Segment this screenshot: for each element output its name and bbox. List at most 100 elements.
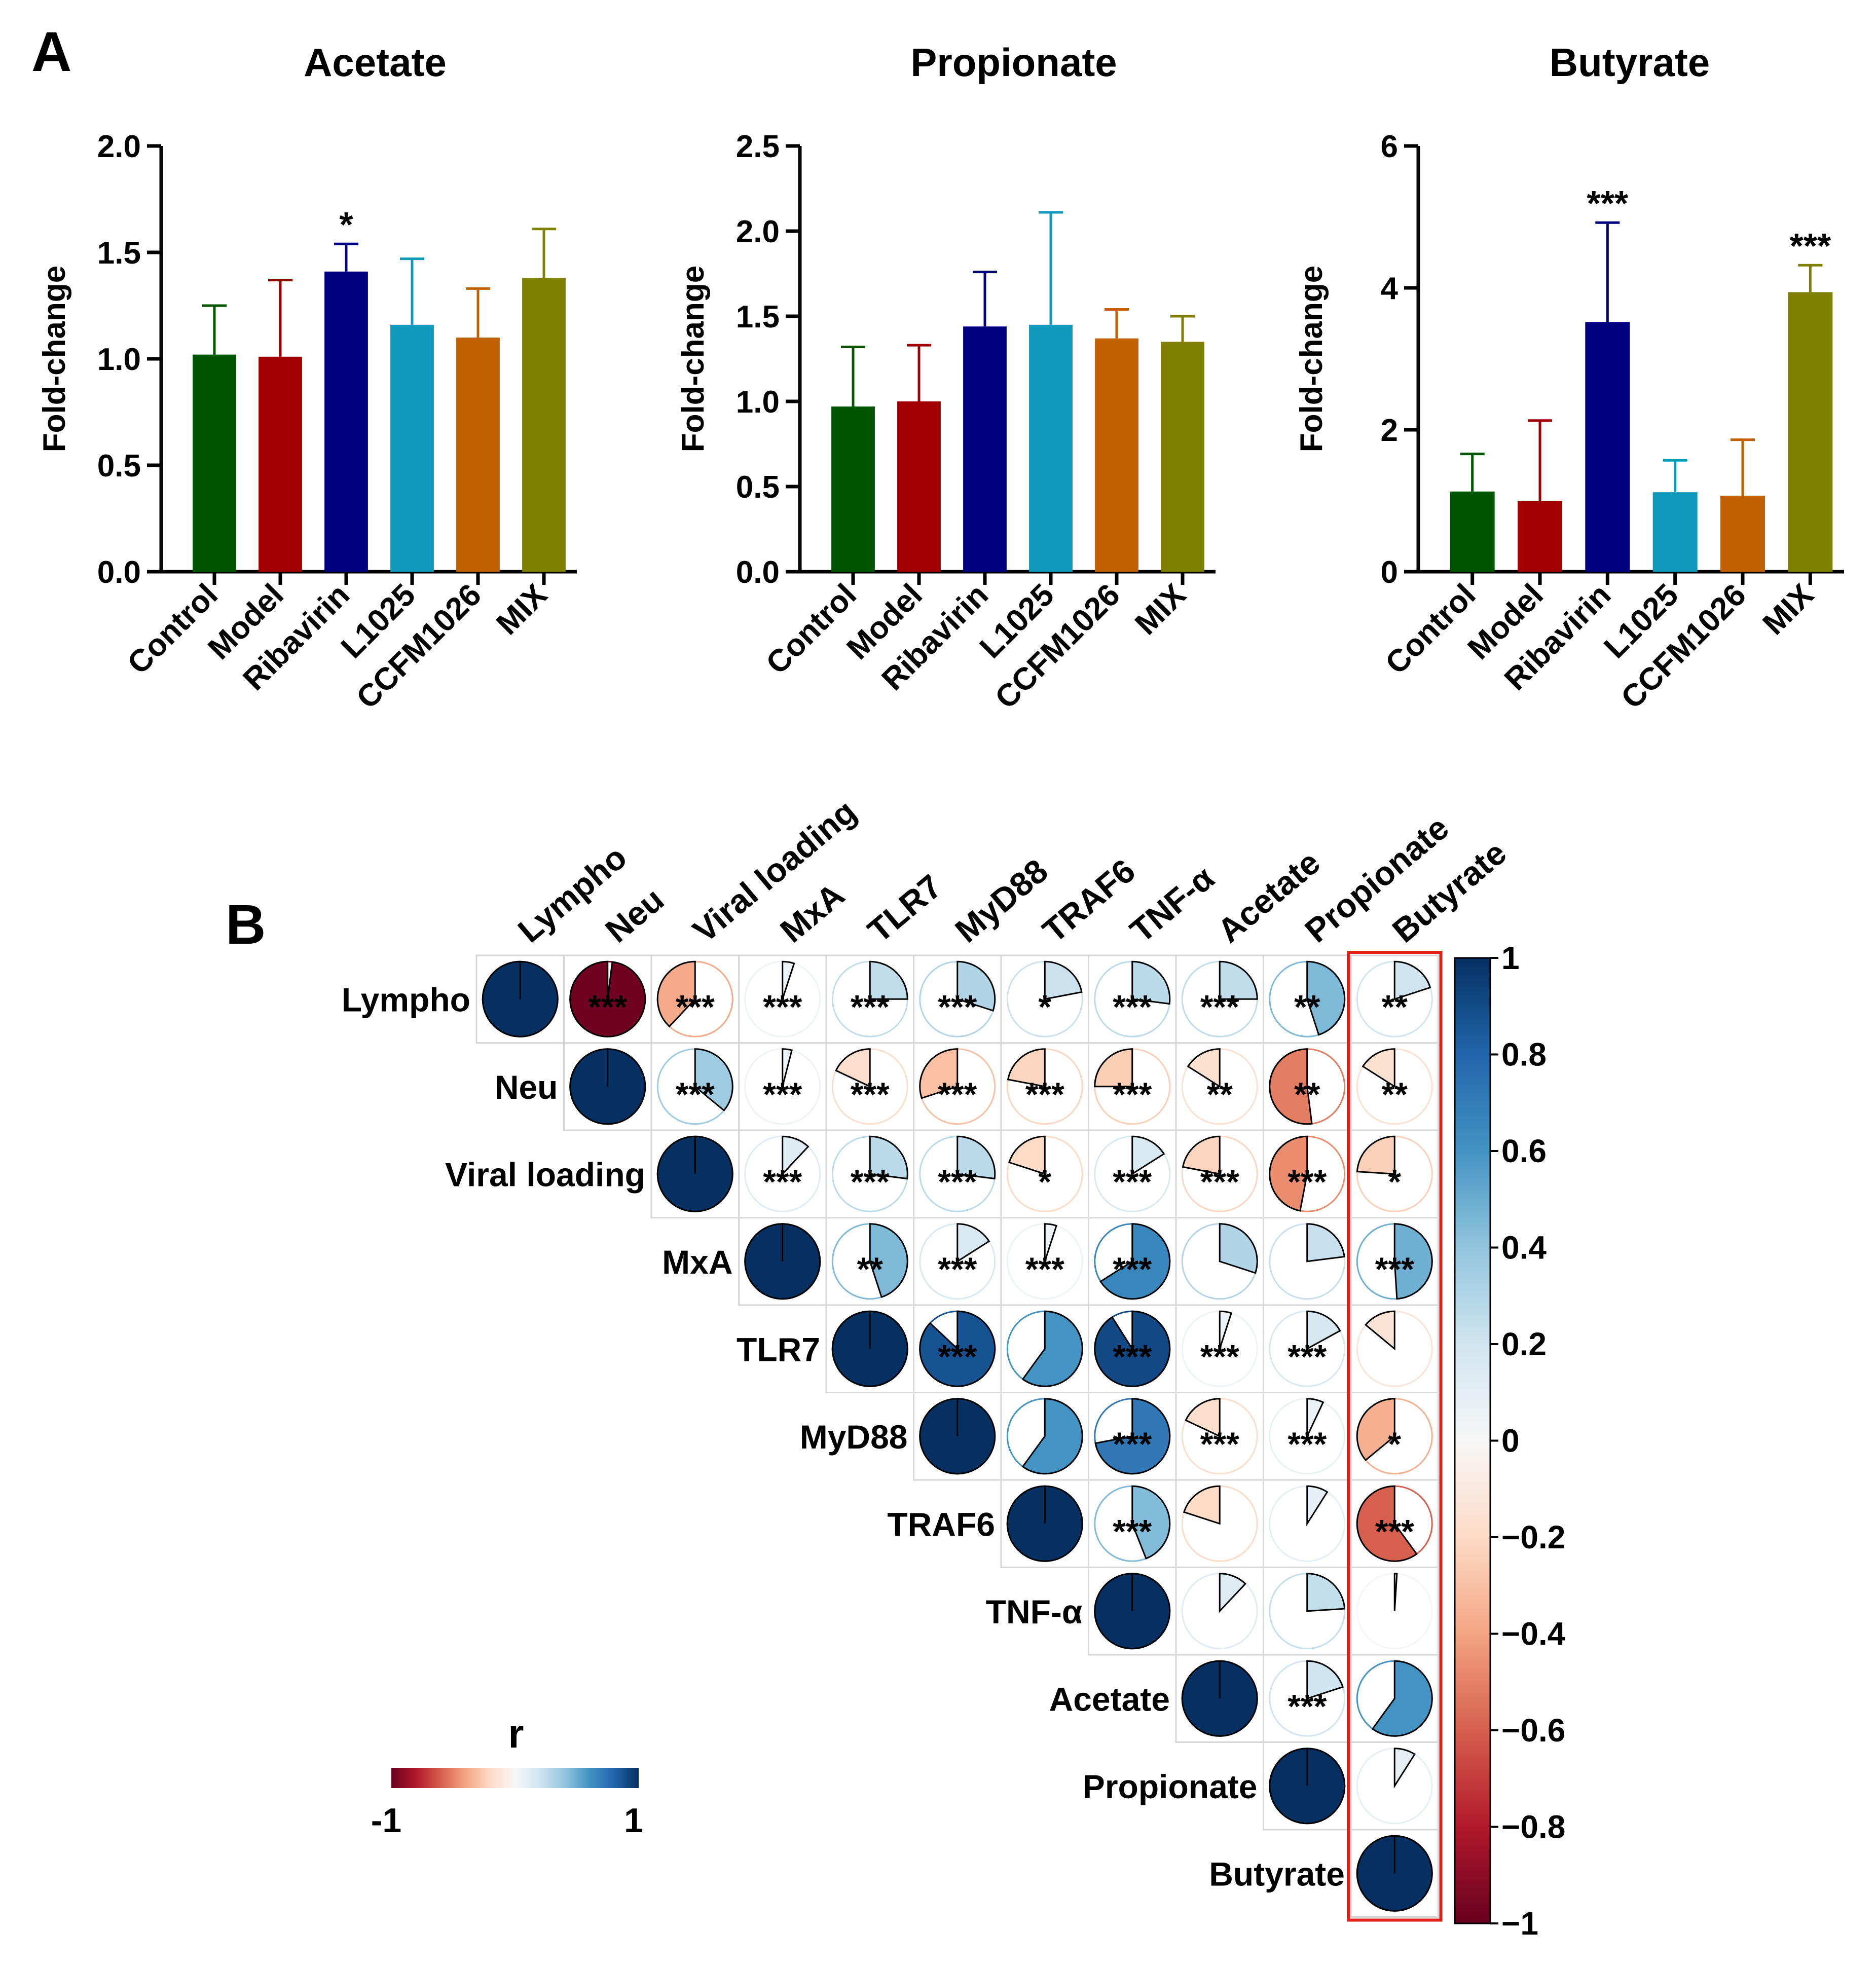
corr-cell: ***	[913, 1304, 1002, 1393]
bar-mix	[522, 278, 566, 572]
column-label: Neu	[598, 880, 671, 950]
bar-l1025	[390, 324, 434, 572]
bar-ribavirin	[1585, 322, 1630, 572]
y-tick-label: 2.0	[736, 214, 780, 249]
y-tick-label: 2	[1381, 413, 1398, 448]
corr-pie-wedge	[1356, 1135, 1395, 1175]
corr-pie-wedge	[1219, 1310, 1233, 1349]
corr-pie-wedge	[1306, 1398, 1325, 1437]
corr-pie-wedge	[1219, 960, 1258, 1000]
y-tick-label: 0.5	[736, 470, 780, 505]
y-tick-label: 1.0	[97, 342, 141, 377]
corr-pie-wedge	[835, 1048, 871, 1088]
significance-mark: ***	[1288, 1425, 1327, 1463]
corr-cell: *	[1000, 1129, 1089, 1218]
bar-control	[831, 406, 875, 572]
x-tick-label: Control	[1379, 577, 1483, 681]
row-label: TLR7	[737, 1330, 820, 1368]
significance-mark: **	[1207, 1075, 1233, 1113]
bar-mix	[1161, 342, 1204, 572]
corr-cell	[1263, 1479, 1352, 1568]
corr-pie-wedge	[1306, 1223, 1345, 1263]
corr-pie-wedge	[1131, 1135, 1165, 1175]
significance-mark: ***	[763, 1163, 802, 1200]
corr-cell: ***	[738, 1129, 827, 1218]
corr-pie-wedge	[1362, 1048, 1395, 1088]
significance-mark: **	[1294, 1075, 1320, 1113]
corr-pie-wedge	[782, 1048, 793, 1087]
corr-pie-wedge	[1044, 960, 1083, 1000]
y-tick-label: 0.0	[97, 555, 141, 590]
x-tick-label: MIX	[1756, 577, 1820, 642]
corr-pie-wedge	[1044, 1223, 1058, 1262]
r-legend: r -1 1	[371, 1711, 643, 1840]
significance-mark: **	[857, 1250, 884, 1288]
significance-mark: ***	[1113, 1512, 1152, 1550]
corr-pie-wedge	[1306, 960, 1346, 1036]
corr-pie-wedge	[656, 960, 696, 1028]
corr-cell: ***	[1000, 1217, 1089, 1306]
y-axis-label: Fold-change	[1294, 266, 1329, 453]
significance-mark: ***	[1375, 1250, 1414, 1288]
corr-pie-wedge	[1094, 1310, 1171, 1387]
corr-cell: ***	[1088, 1304, 1177, 1393]
significance-mark: ***	[1375, 1512, 1414, 1550]
row-label: MyD88	[800, 1418, 908, 1456]
corr-pie-wedge	[1094, 1048, 1133, 1088]
significance-mark: *	[1388, 1163, 1401, 1200]
corr-cell: ***	[1088, 1479, 1177, 1568]
corr-cell: ***	[738, 1042, 827, 1131]
y-tick-label: 0.5	[97, 449, 141, 484]
significance-mark: ***	[1200, 1425, 1239, 1463]
r-legend-gradient	[391, 1768, 639, 1788]
corr-cell: *	[1350, 1129, 1439, 1218]
corr-cell	[475, 954, 565, 1044]
corr-cell: ***	[738, 954, 827, 1044]
corr-cell: ***	[1175, 1129, 1264, 1218]
significance-mark: ***	[1113, 1163, 1152, 1200]
significance-mark: *	[1038, 988, 1051, 1025]
corr-cell: **	[1263, 1042, 1352, 1131]
bar-l1025	[1652, 492, 1698, 572]
corr-cell: ***	[1263, 1129, 1352, 1218]
corr-pie-wedge	[1094, 1398, 1171, 1475]
corr-cell	[1350, 1829, 1439, 1918]
highlight-box	[1347, 951, 1443, 1922]
corr-cell: ***	[1263, 1654, 1352, 1743]
colorbar-tick-label: −0.2	[1501, 1519, 1565, 1555]
corr-cell	[1350, 1304, 1439, 1393]
corr-cell: **	[1263, 954, 1352, 1044]
significance-mark: ***	[1113, 1425, 1152, 1463]
significance-mark: *	[1388, 1425, 1401, 1463]
corr-cell: **	[1175, 1042, 1264, 1131]
bar-l1025	[1029, 324, 1073, 572]
panel-b-label: B	[226, 894, 266, 956]
corr-pie-wedge	[782, 960, 795, 999]
corr-pie-wedge	[1021, 1398, 1083, 1475]
bar-chart-propionate: Propionate Fold-change 0.0 0.5 1.0 1.5 2.0 2.5 C…	[676, 40, 1216, 716]
corr-cell: ***	[1350, 1479, 1439, 1568]
corr-pie-wedge	[1356, 1398, 1395, 1462]
bar-model	[1518, 501, 1562, 572]
corr-pie-wedge	[1131, 960, 1171, 1005]
corr-cell: ***	[1088, 1392, 1177, 1481]
corr-pie-wedge	[782, 1135, 810, 1176]
colorbar-tick-label: −0.6	[1501, 1712, 1565, 1749]
significance-mark: **	[1294, 988, 1320, 1025]
y-axis-label: Fold-change	[37, 266, 72, 453]
corr-pie-wedge	[1099, 1223, 1171, 1300]
y-tick-label: 4	[1381, 271, 1399, 306]
bar-control	[1450, 491, 1495, 572]
corr-cell: ***	[913, 1129, 1002, 1218]
significance-mark: ***	[938, 1163, 977, 1200]
y-tick-label: 0	[1381, 555, 1398, 590]
corr-pie-wedge	[869, 1223, 908, 1298]
corr-pie-wedge	[1306, 1660, 1344, 1700]
bar-ccfm1026	[1720, 496, 1765, 572]
corr-cell	[913, 1392, 1002, 1481]
significance-mark: ***	[1587, 183, 1628, 223]
chart-title: Propionate	[910, 40, 1117, 85]
corr-cell: ***	[1175, 954, 1264, 1044]
bar-ribavirin	[324, 271, 368, 572]
significance-mark: ***	[676, 988, 715, 1025]
